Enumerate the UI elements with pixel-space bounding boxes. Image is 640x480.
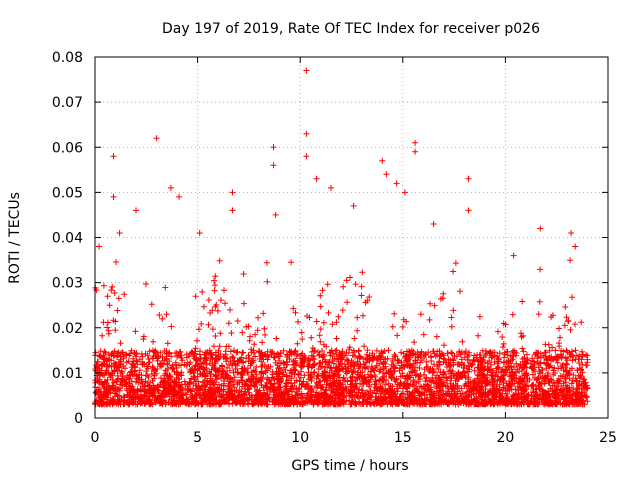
x-tick-label: 10	[291, 430, 309, 446]
y-tick-label: 0.04	[52, 231, 83, 247]
x-tick-label: 25	[599, 430, 617, 446]
chart-title: Day 197 of 2019, Rate Of TEC Index for r…	[162, 21, 540, 37]
y-tick-label: 0.02	[52, 321, 83, 337]
roti-point	[92, 67, 591, 408]
y-tick-label: 0.08	[52, 50, 83, 66]
data-points	[92, 67, 591, 408]
y-tick-labels: 0 0.01 0.02 0.03 0.04 0.05 0.06 0.07 0.08	[52, 50, 83, 427]
y-tick-label: 0.06	[52, 140, 83, 156]
y-axis-label: ROTI / TECUs	[7, 192, 23, 284]
y-tick-label: 0.01	[52, 366, 83, 382]
x-tick-label: 15	[394, 430, 412, 446]
y-tick-label: 0	[74, 411, 83, 427]
y-tick-label: 0.07	[52, 95, 83, 111]
y-tick-label: 0.05	[52, 185, 83, 201]
x-axis-label: GPS time / hours	[291, 458, 408, 474]
plot-frame	[94, 56, 609, 419]
x-tick-labels: 0 5 10 15 20 25	[91, 430, 617, 446]
x-tick-label: 20	[496, 430, 514, 446]
y-tick-label: 0.03	[52, 276, 83, 292]
x-tick-label: 0	[91, 430, 100, 446]
x-tick-label: 5	[193, 430, 202, 446]
